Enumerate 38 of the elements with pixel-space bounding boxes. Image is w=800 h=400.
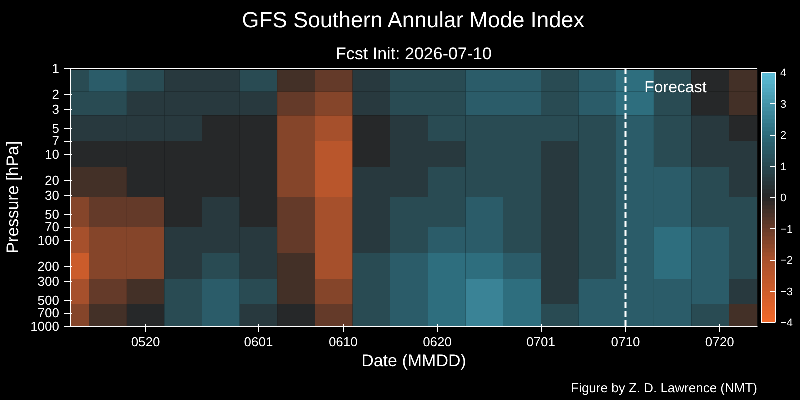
x-tick-label: 0701: [526, 334, 556, 350]
y-tick-label: 70: [45, 220, 60, 235]
x-tick-label: 0710: [611, 334, 640, 350]
y-tick-label: 500: [38, 293, 60, 308]
color-bar-label: 1: [780, 161, 787, 174]
x-tick-label: 0720: [705, 334, 734, 350]
y-tick-label: 2: [52, 86, 60, 102]
y-tick-label: 5: [52, 121, 60, 136]
y-tick-label: 100: [38, 233, 60, 248]
ref-line-label: Forecast: [644, 80, 708, 96]
y-tick-label: 20: [45, 172, 60, 188]
y-tick-label: 1: [52, 61, 60, 76]
color-bar-label: −2: [780, 255, 794, 267]
x-tick-label: 0520: [131, 334, 160, 350]
text: Figure by Z. D. Lawrence (NMT): [571, 380, 758, 396]
y-axis-title: Pressure [hPa]: [4, 141, 23, 254]
color-bar-label: 2: [780, 130, 787, 142]
x-tick-label: 0610: [328, 334, 358, 350]
color-bar-label: 0: [780, 192, 787, 204]
y-tick-label: 3: [52, 102, 60, 118]
x-axis-title: Date (MMDD): [362, 352, 466, 370]
color-bar-label: −1: [780, 224, 794, 236]
chart-subtitle: Fcst Init: 2026-07-10: [336, 44, 492, 64]
x-tick-label: 0601: [244, 334, 274, 350]
y-tick-label: 1000: [30, 319, 60, 334]
y-tick-label: 50: [45, 207, 60, 222]
y-tick-label: 10: [45, 147, 60, 162]
color-bar-label: 4: [780, 68, 787, 80]
chart-title: GFS Southern Annular Mode Index: [242, 8, 585, 32]
color-bar-label: −4: [780, 318, 794, 330]
x-tick-label: 0620: [423, 334, 452, 350]
y-tick-label: 700: [38, 306, 60, 321]
color-bar-label: 3: [780, 98, 787, 111]
y-tick-label: 7: [52, 134, 60, 149]
color-bar-label: −3: [780, 286, 794, 298]
y-tick-label: 30: [45, 188, 60, 204]
y-tick-label: 300: [38, 274, 60, 290]
y-tick-label: 200: [38, 258, 60, 274]
